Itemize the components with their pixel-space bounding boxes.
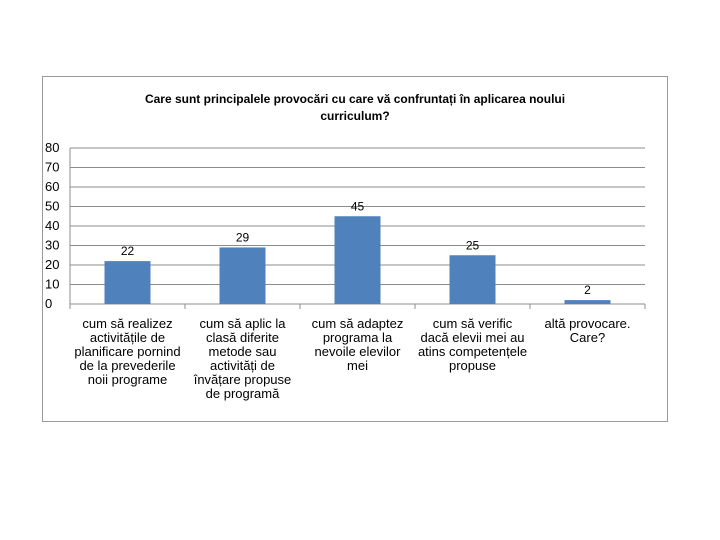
data-label: 22	[121, 244, 135, 258]
y-tick-label: 60	[45, 179, 59, 194]
category-label: cum să realizez activitățile de planific…	[74, 316, 181, 387]
data-label: 45	[351, 199, 365, 213]
bar	[449, 255, 496, 304]
y-tick-label: 30	[45, 238, 59, 253]
y-tick-label: 40	[45, 218, 59, 233]
bar	[219, 247, 266, 304]
chart-title-line-2: curriculum?	[320, 109, 390, 123]
data-label: 29	[236, 230, 250, 244]
bar	[334, 216, 381, 304]
data-label: 25	[466, 238, 480, 252]
category-label: cum să adaptez programa la nevoile elevi…	[311, 316, 404, 373]
y-tick-label: 20	[45, 257, 59, 272]
bar	[564, 300, 611, 304]
bar	[104, 261, 151, 304]
y-tick-label: 50	[45, 199, 59, 214]
category-label: altă provocare. Care?	[544, 316, 631, 345]
y-tick-label: 0	[45, 296, 52, 311]
category-label: cum să aplic la clasă diferite metode sa…	[193, 316, 292, 401]
chart-title: Care sunt principalele provocări cu care…	[43, 91, 667, 125]
chart-title-line-1: Care sunt principalele provocări cu care…	[144, 92, 566, 106]
category-label: cum să verific dacă elevii mei au atins …	[417, 316, 528, 373]
y-tick-label: 70	[45, 160, 59, 175]
data-label: 2	[584, 283, 591, 297]
y-tick-label: 80	[45, 140, 59, 155]
y-tick-label: 10	[45, 277, 59, 292]
